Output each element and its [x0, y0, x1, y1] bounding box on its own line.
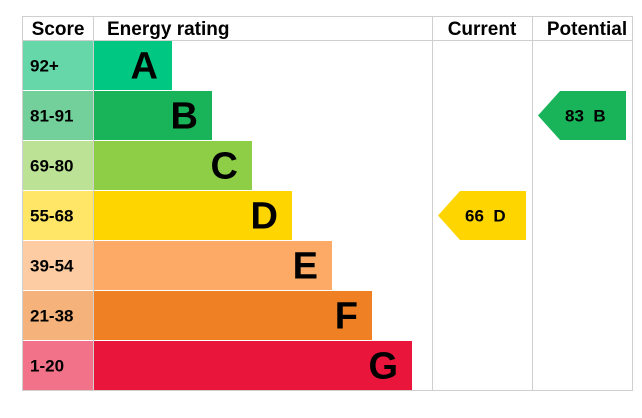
score-header: Score	[32, 19, 85, 40]
band-c: 69-80 C	[23, 141, 252, 190]
current-header: Current	[448, 19, 517, 40]
potential-rating-indicator-arrow	[538, 91, 626, 140]
energy-rating-header: Energy rating	[107, 19, 229, 40]
band-d-bar	[94, 191, 292, 240]
band-f-bar	[94, 291, 372, 340]
band-c-bar	[94, 141, 252, 190]
band-g: 1-20 G	[23, 341, 412, 390]
band-e-letter: E	[293, 246, 318, 288]
band-c-letter: C	[211, 146, 238, 188]
band-b-score-label: 81-91	[30, 107, 73, 126]
band-b-letter: B	[171, 96, 198, 138]
band-e: 39-54 E	[23, 241, 332, 290]
current-rating-indicator-label: 66 D	[465, 207, 506, 226]
rating-indicators: 66 D 83 B	[438, 91, 626, 240]
band-f-score-label: 21-38	[30, 307, 73, 326]
band-d-score-label: 55-68	[30, 207, 73, 226]
potential-rating-indicator: 83 B	[538, 91, 626, 140]
band-d-letter: D	[251, 196, 278, 238]
band-d: 55-68 D	[23, 191, 292, 240]
current-rating-indicator: 66 D	[438, 191, 526, 240]
grid-lines	[22, 16, 633, 391]
band-g-letter: G	[368, 346, 398, 388]
band-e-score-cell	[23, 241, 93, 290]
band-a: 92+ A	[23, 41, 172, 90]
band-g-bar	[94, 341, 412, 390]
band-b-score-cell	[23, 91, 93, 140]
band-b-bar	[94, 91, 212, 140]
band-e-score-label: 39-54	[30, 257, 74, 276]
band-c-score-cell	[23, 141, 93, 190]
band-b: 81-91 B	[23, 91, 212, 140]
band-g-score-cell	[23, 341, 93, 390]
current-rating-indicator-arrow	[438, 191, 526, 240]
band-f-letter: F	[335, 296, 358, 338]
potential-rating-indicator-label: 83 B	[565, 107, 606, 126]
band-g-score-label: 1-20	[30, 357, 64, 376]
band-f-score-cell	[23, 291, 93, 340]
band-d-score-cell	[23, 191, 93, 240]
rating-bands: 92+ A 81-91 B 69-80 C 55-68 D 39-54 E 21-38 F 1-20 G	[23, 41, 412, 390]
band-a-score-cell	[23, 41, 93, 90]
band-a-score-label: 92+	[30, 57, 59, 76]
band-a-bar	[94, 41, 172, 90]
potential-header: Potential	[547, 19, 627, 40]
band-c-score-label: 69-80	[30, 157, 73, 176]
band-a-letter: A	[131, 46, 158, 88]
band-e-bar	[94, 241, 332, 290]
band-f: 21-38 F	[23, 291, 372, 340]
